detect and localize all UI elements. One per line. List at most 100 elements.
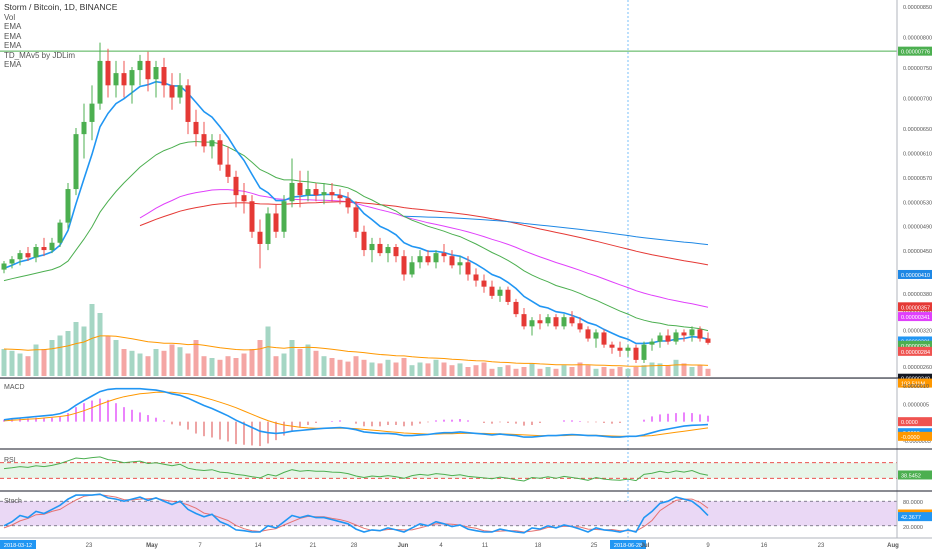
candle <box>449 256 455 266</box>
macd-line <box>3 387 709 438</box>
legend-ema-4[interactable]: EMA <box>4 60 22 69</box>
rsi-line <box>3 456 709 482</box>
volume-bar <box>177 347 183 376</box>
volume-bar <box>137 353 143 376</box>
price-price-tag-text: 0.00000284 <box>901 350 930 356</box>
time-tick-label: Jul <box>641 543 650 549</box>
volume-bar <box>433 359 439 376</box>
candle <box>689 329 695 336</box>
price-price-tag <box>898 378 932 388</box>
volume-bar <box>161 350 167 376</box>
candle <box>57 222 63 243</box>
volume-bar <box>569 367 575 376</box>
time-tag-text: 2018-03-12 <box>4 543 32 549</box>
candle <box>9 259 15 264</box>
stoch-tick-label: 80.0000 <box>903 500 923 506</box>
volume-bar <box>697 365 703 376</box>
stoch-band <box>0 501 897 526</box>
volume-bar <box>41 349 47 376</box>
candle <box>377 243 383 254</box>
volume-bar <box>625 368 631 376</box>
volume-bar <box>81 326 87 376</box>
volume-bar <box>425 363 431 376</box>
candle <box>129 70 135 86</box>
legend-ema-1[interactable]: EMA <box>4 22 22 31</box>
candle <box>385 247 391 254</box>
volume-bar <box>25 356 31 376</box>
price-tick-label: 0.00000570 <box>903 176 932 182</box>
candle <box>17 253 23 260</box>
candle <box>265 213 271 244</box>
price-price-tag-text: 0.00000357 <box>901 305 930 311</box>
candle <box>457 262 463 266</box>
price-price-tag-text: 0.00000776 <box>901 50 930 56</box>
candle <box>697 329 703 339</box>
volume-bar <box>649 362 655 376</box>
rsi-pane[interactable] <box>0 456 897 482</box>
volume-pane <box>1 304 711 376</box>
volume-bar <box>529 363 535 376</box>
time-tick-label: 4 <box>439 543 443 549</box>
stoch-price-tag <box>898 512 932 522</box>
ema-slow-3-line <box>403 215 709 246</box>
legend-vol[interactable]: Vol <box>4 12 16 22</box>
volume-bar <box>353 356 359 376</box>
price-pane[interactable] <box>0 0 897 538</box>
price-tick-label: 0.00000490 <box>903 225 932 231</box>
volume-bar <box>313 350 319 376</box>
volume-bar <box>673 359 679 376</box>
volume-bar <box>57 335 63 376</box>
time-tick-label: 16 <box>761 543 768 549</box>
volume-bar <box>273 356 279 376</box>
macd-pane[interactable] <box>3 387 709 447</box>
macd-tick-label: 0.0000005 <box>903 402 929 408</box>
candle <box>657 335 663 342</box>
time-tag-text: 2018-06-28 <box>614 543 642 549</box>
legend-td-mav5[interactable]: TD_MAv5 by JDLim <box>4 50 75 60</box>
legend-ema-3[interactable]: EMA <box>4 41 22 50</box>
candle <box>617 347 623 351</box>
candle <box>25 253 31 258</box>
volume-bar <box>9 350 15 376</box>
candle <box>81 121 87 135</box>
candle <box>393 247 399 257</box>
price-price-tag-text: 0.00000341 <box>901 315 930 321</box>
candle <box>577 323 583 330</box>
stoch-title: Stoch <box>4 498 22 505</box>
macd-price-tag <box>898 417 932 427</box>
volume-bar <box>593 368 599 376</box>
candle <box>513 301 519 315</box>
legend-ema-2[interactable]: EMA <box>4 31 22 41</box>
volume-ma-line <box>3 335 709 367</box>
price-price-tag <box>898 269 932 279</box>
time-tick-label: Aug <box>887 543 899 549</box>
volume-bar <box>17 353 23 376</box>
stoch-price-tag-text: 42.3677 <box>901 515 921 521</box>
candle <box>561 317 567 327</box>
candle <box>313 189 319 196</box>
candle <box>289 182 295 202</box>
price-price-tag <box>898 302 932 312</box>
time-tick-label: 18 <box>535 543 542 549</box>
candle <box>233 176 239 196</box>
volume-bar <box>185 353 191 376</box>
volume-bar <box>297 349 303 376</box>
stoch-tick-label: 20.0000 <box>903 525 923 531</box>
time-tag <box>610 540 646 549</box>
price-price-tag <box>898 373 932 383</box>
volume-bar <box>153 349 159 376</box>
volume-bar <box>89 304 95 376</box>
time-tick-label: 28 <box>351 543 358 549</box>
volume-bar <box>689 367 695 376</box>
volume-bar <box>497 367 503 376</box>
symbol-title[interactable]: Storm / Bitcoin, 1D, BINANCE <box>4 2 118 12</box>
price-tick-label: 0.00000320 <box>903 328 932 334</box>
candle <box>241 195 247 202</box>
price-price-tag <box>898 46 932 56</box>
time-tick-label: 23 <box>86 543 93 549</box>
stoch-pane[interactable] <box>0 493 897 534</box>
price-tick-label: 0.00000850 <box>903 5 932 11</box>
volume-bar <box>321 356 327 376</box>
